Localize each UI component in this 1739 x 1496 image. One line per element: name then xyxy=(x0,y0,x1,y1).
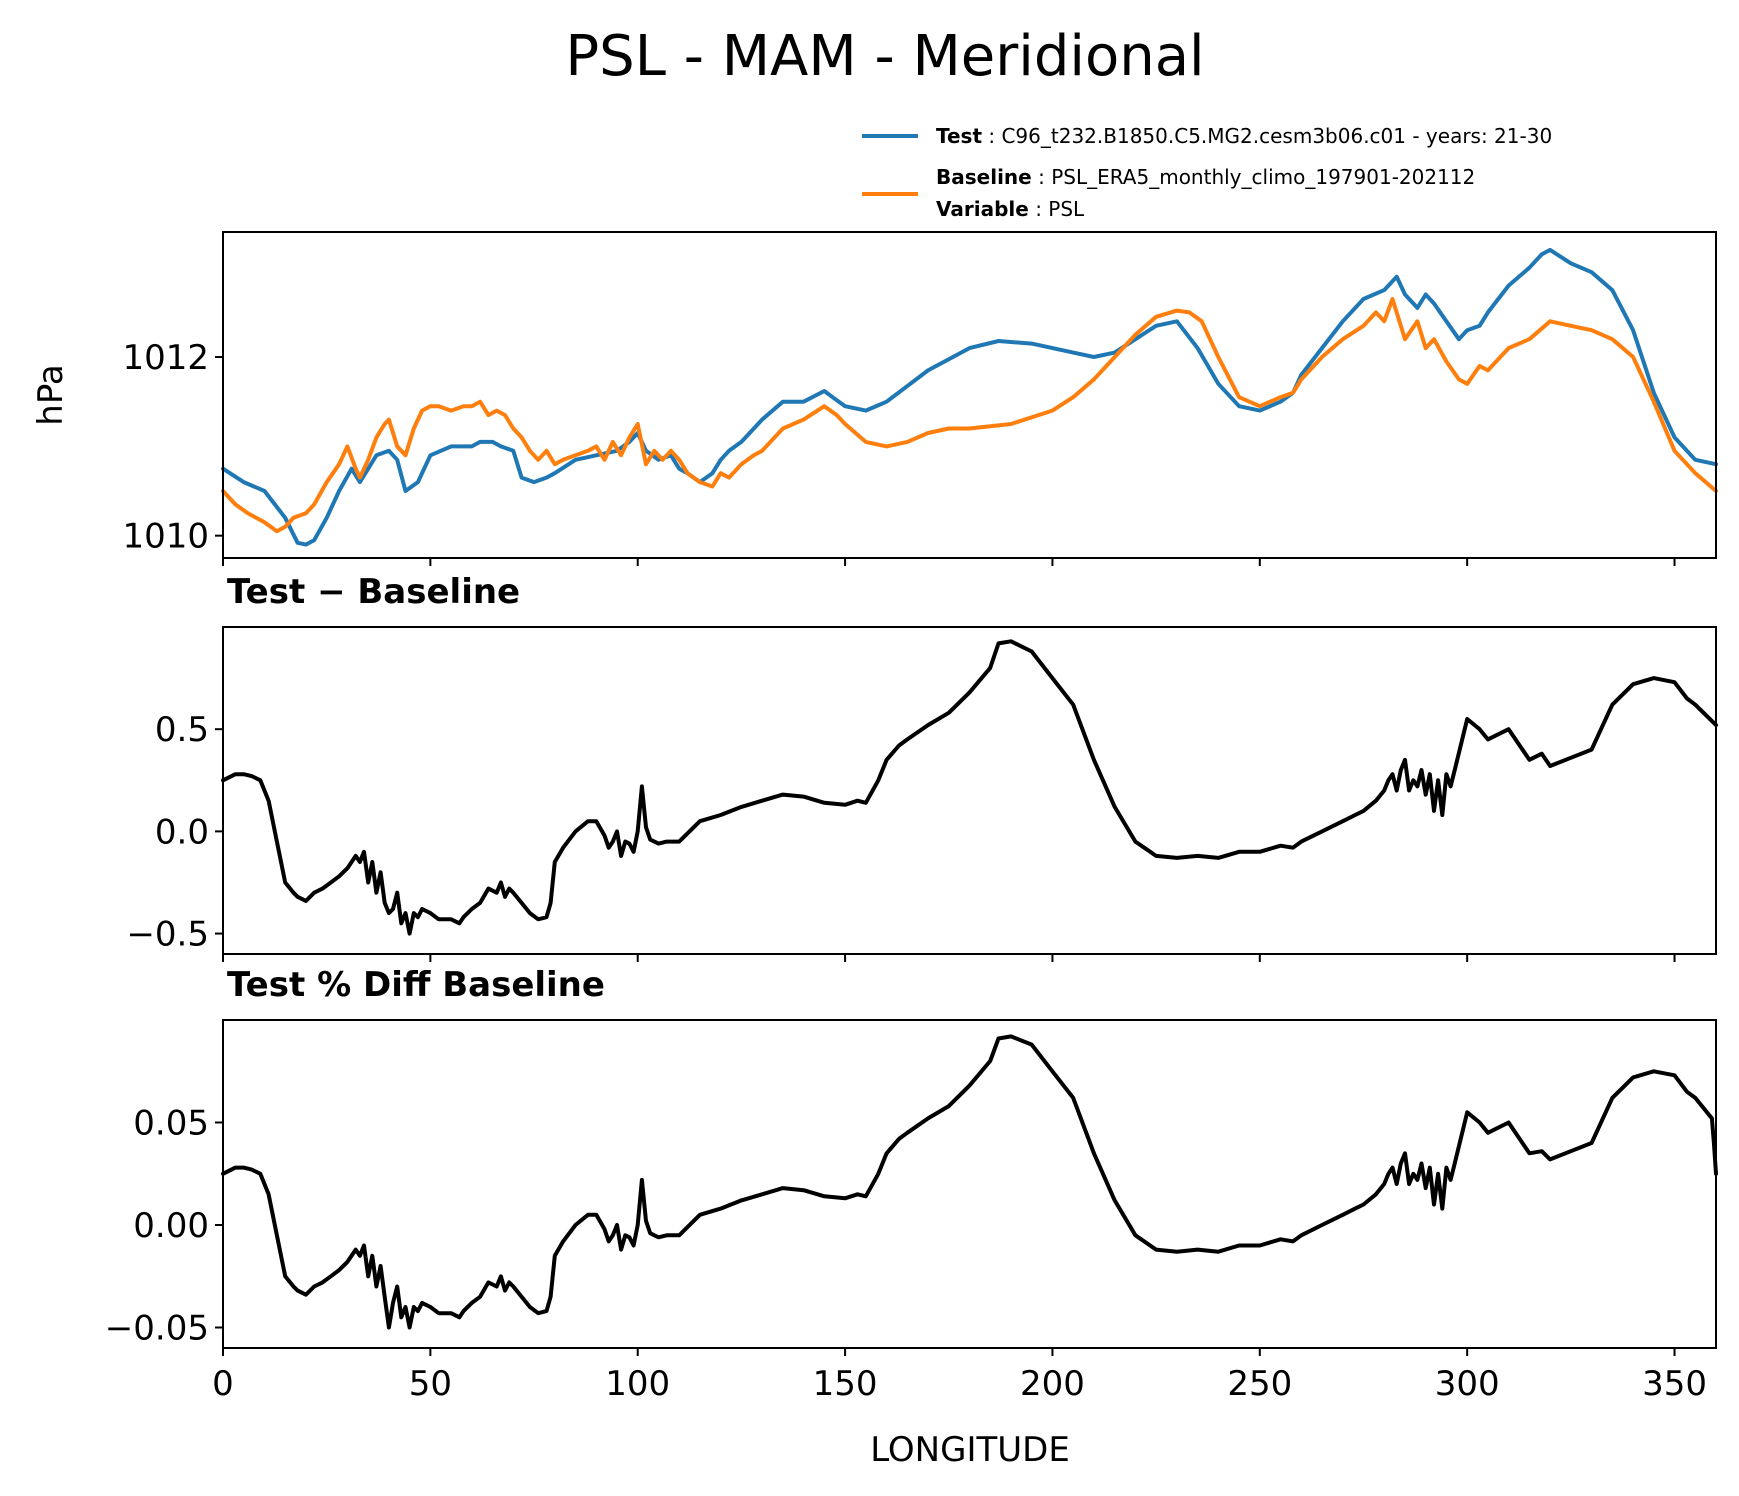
y-tick-label-panel-2: 0.0 xyxy=(155,812,209,852)
legend-baseline-text: PSL_ERA5_monthly_climo_197901-202112 xyxy=(1051,165,1475,189)
y-axis-label: hPa xyxy=(31,364,71,425)
panel-1: 1010 1012 hPa xyxy=(31,231,1718,566)
y-tick-label-panel-3: −0.05 xyxy=(105,1309,209,1349)
legend-variable-sep: : xyxy=(1029,197,1048,221)
legend-test-sep: : xyxy=(982,124,1001,148)
x-tick-label: 0 xyxy=(212,1364,234,1404)
x-tick-label: 200 xyxy=(1020,1364,1085,1404)
x-tick-label: 150 xyxy=(813,1364,878,1404)
legend-baseline-sep: : xyxy=(1032,165,1051,189)
series-line-series-1-panel-3 xyxy=(221,1034,1718,1330)
legend: Test : C96_t232.B1850.C5.MG2.cesm3b06.c0… xyxy=(862,124,1552,221)
x-tick-label: 50 xyxy=(409,1364,452,1404)
legend-test-key: Test xyxy=(936,124,982,148)
panel-3: −0.05 0.00 0.05 0 50 100 150 200 250 300 350 Test %… xyxy=(105,965,1718,1404)
legend-variable-label: Variable : PSL xyxy=(936,197,1085,221)
y-tick-label-panel-3: 0.05 xyxy=(133,1104,209,1144)
y-tick-label-panel-2: 0.5 xyxy=(155,710,209,750)
legend-variable-key: Variable xyxy=(936,197,1029,221)
x-tick-label: 350 xyxy=(1642,1364,1707,1404)
panels: 1010 1012 hPa −0.5 0.0 0.5 Test − Baseline −0.0… xyxy=(31,231,1718,1404)
y-tick-label-panel-1: 1010 xyxy=(122,517,209,557)
panel-title-3: Test % Diff Baseline xyxy=(227,965,605,1005)
panel-2: −0.5 0.0 0.5 Test − Baseline xyxy=(126,572,1718,962)
x-tick-label: 100 xyxy=(605,1364,670,1404)
legend-baseline-label: Baseline : PSL_ERA5_monthly_climo_197901… xyxy=(936,165,1475,189)
series-line-baseline-panel-1 xyxy=(221,297,1718,534)
legend-test-text: C96_t232.B1850.C5.MG2.cesm3b06.c01 - yea… xyxy=(1001,124,1552,148)
x-axis-label: LONGITUDE xyxy=(870,1430,1070,1470)
legend-baseline-key: Baseline xyxy=(936,165,1032,189)
y-tick-label-panel-1: 1012 xyxy=(122,338,209,378)
y-tick-label-panel-2: −0.5 xyxy=(126,915,209,955)
axes-frame-panel-3 xyxy=(222,1019,1717,1349)
axes-frame-panel-1 xyxy=(222,231,1717,559)
legend-test-label: Test : C96_t232.B1850.C5.MG2.cesm3b06.c0… xyxy=(936,124,1552,148)
axes-frame-panel-2 xyxy=(222,626,1717,955)
x-tick-label: 250 xyxy=(1227,1364,1292,1404)
chart-title: PSL - MAM - Meridional xyxy=(565,24,1204,89)
y-tick-label-panel-3: 0.00 xyxy=(133,1206,209,1246)
legend-variable-text: PSL xyxy=(1048,197,1085,221)
x-tick-label: 300 xyxy=(1435,1364,1500,1404)
series-line-test-panel-1 xyxy=(221,247,1718,547)
series-line-series-1-panel-2 xyxy=(221,639,1718,936)
panel-title-2: Test − Baseline xyxy=(227,572,520,612)
